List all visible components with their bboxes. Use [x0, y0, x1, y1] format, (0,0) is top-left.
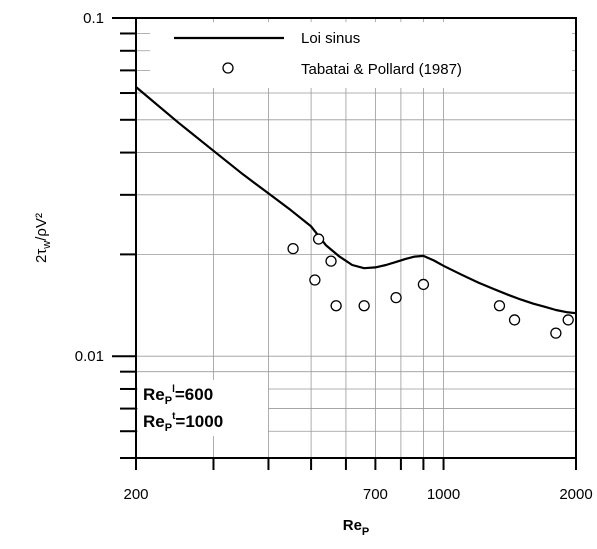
x-tick-label: 200 — [123, 486, 148, 503]
data-point — [312, 233, 325, 245]
legend-label-loi-sinus: Loi sinus — [301, 30, 360, 47]
series-layer — [135, 86, 577, 339]
annotation-re-laminar-main: Re — [143, 385, 165, 404]
x-axis-title-sub: P — [362, 526, 369, 538]
data-point — [562, 314, 574, 326]
data-point — [508, 314, 521, 326]
annotation-re-laminar: RePl=600 — [143, 384, 213, 407]
annotation-re-turbulent: RePt=1000 — [143, 411, 223, 434]
y-axis-title-rest: /ρV² — [33, 213, 50, 241]
annotation-re-turbulent-sub: P — [165, 422, 172, 434]
loi-sinus-line — [135, 86, 577, 315]
y-axis-title-sub: w — [41, 241, 53, 250]
legend: Loi sinus Tabatai & Pollard (1987) — [150, 22, 572, 88]
legend-circle-marker — [222, 62, 234, 74]
data-point — [325, 255, 337, 267]
plot-frame — [135, 17, 577, 459]
data-point — [287, 242, 299, 255]
x-tick-label: 700 — [363, 486, 388, 503]
legend-background — [150, 22, 572, 88]
y-axis-title-main: 2τ — [33, 249, 50, 263]
annotation-re-laminar-sub: P — [165, 395, 172, 407]
legend-label-tabatai-pollard: Tabatai & Pollard (1987) — [301, 61, 462, 78]
annotation-re-laminar-sup: l — [172, 384, 175, 395]
tick-marks — [112, 17, 577, 470]
data-point — [390, 291, 402, 304]
annotation-re-laminar-rest: =600 — [175, 385, 213, 404]
data-point — [417, 278, 430, 291]
x-tick-label: 1000 — [427, 486, 460, 503]
y-tick-label: 0.01 — [75, 348, 104, 365]
data-point — [358, 300, 370, 312]
data-point — [309, 274, 321, 286]
transition-annotation: RePl=600 RePt=1000 — [138, 380, 268, 436]
x-tick-label: 2000 — [559, 486, 592, 503]
x-axis-title-main: Re — [343, 517, 362, 534]
annotation-re-turbulent-sup: t — [172, 411, 176, 422]
annotation-re-turbulent-main: Re — [143, 412, 165, 431]
y-axis-title: 2τw/ρV² — [33, 213, 53, 263]
annotation-background — [138, 380, 268, 436]
data-point — [493, 300, 506, 312]
data-point — [550, 327, 562, 339]
x-axis-title: ReP — [343, 517, 370, 538]
tick-labels: 200 700 1000 2000 0.1 0.01 — [75, 10, 593, 503]
annotation-re-turbulent-rest: =1000 — [175, 412, 223, 431]
data-point — [330, 300, 342, 312]
y-tick-label: 0.1 — [83, 10, 104, 27]
